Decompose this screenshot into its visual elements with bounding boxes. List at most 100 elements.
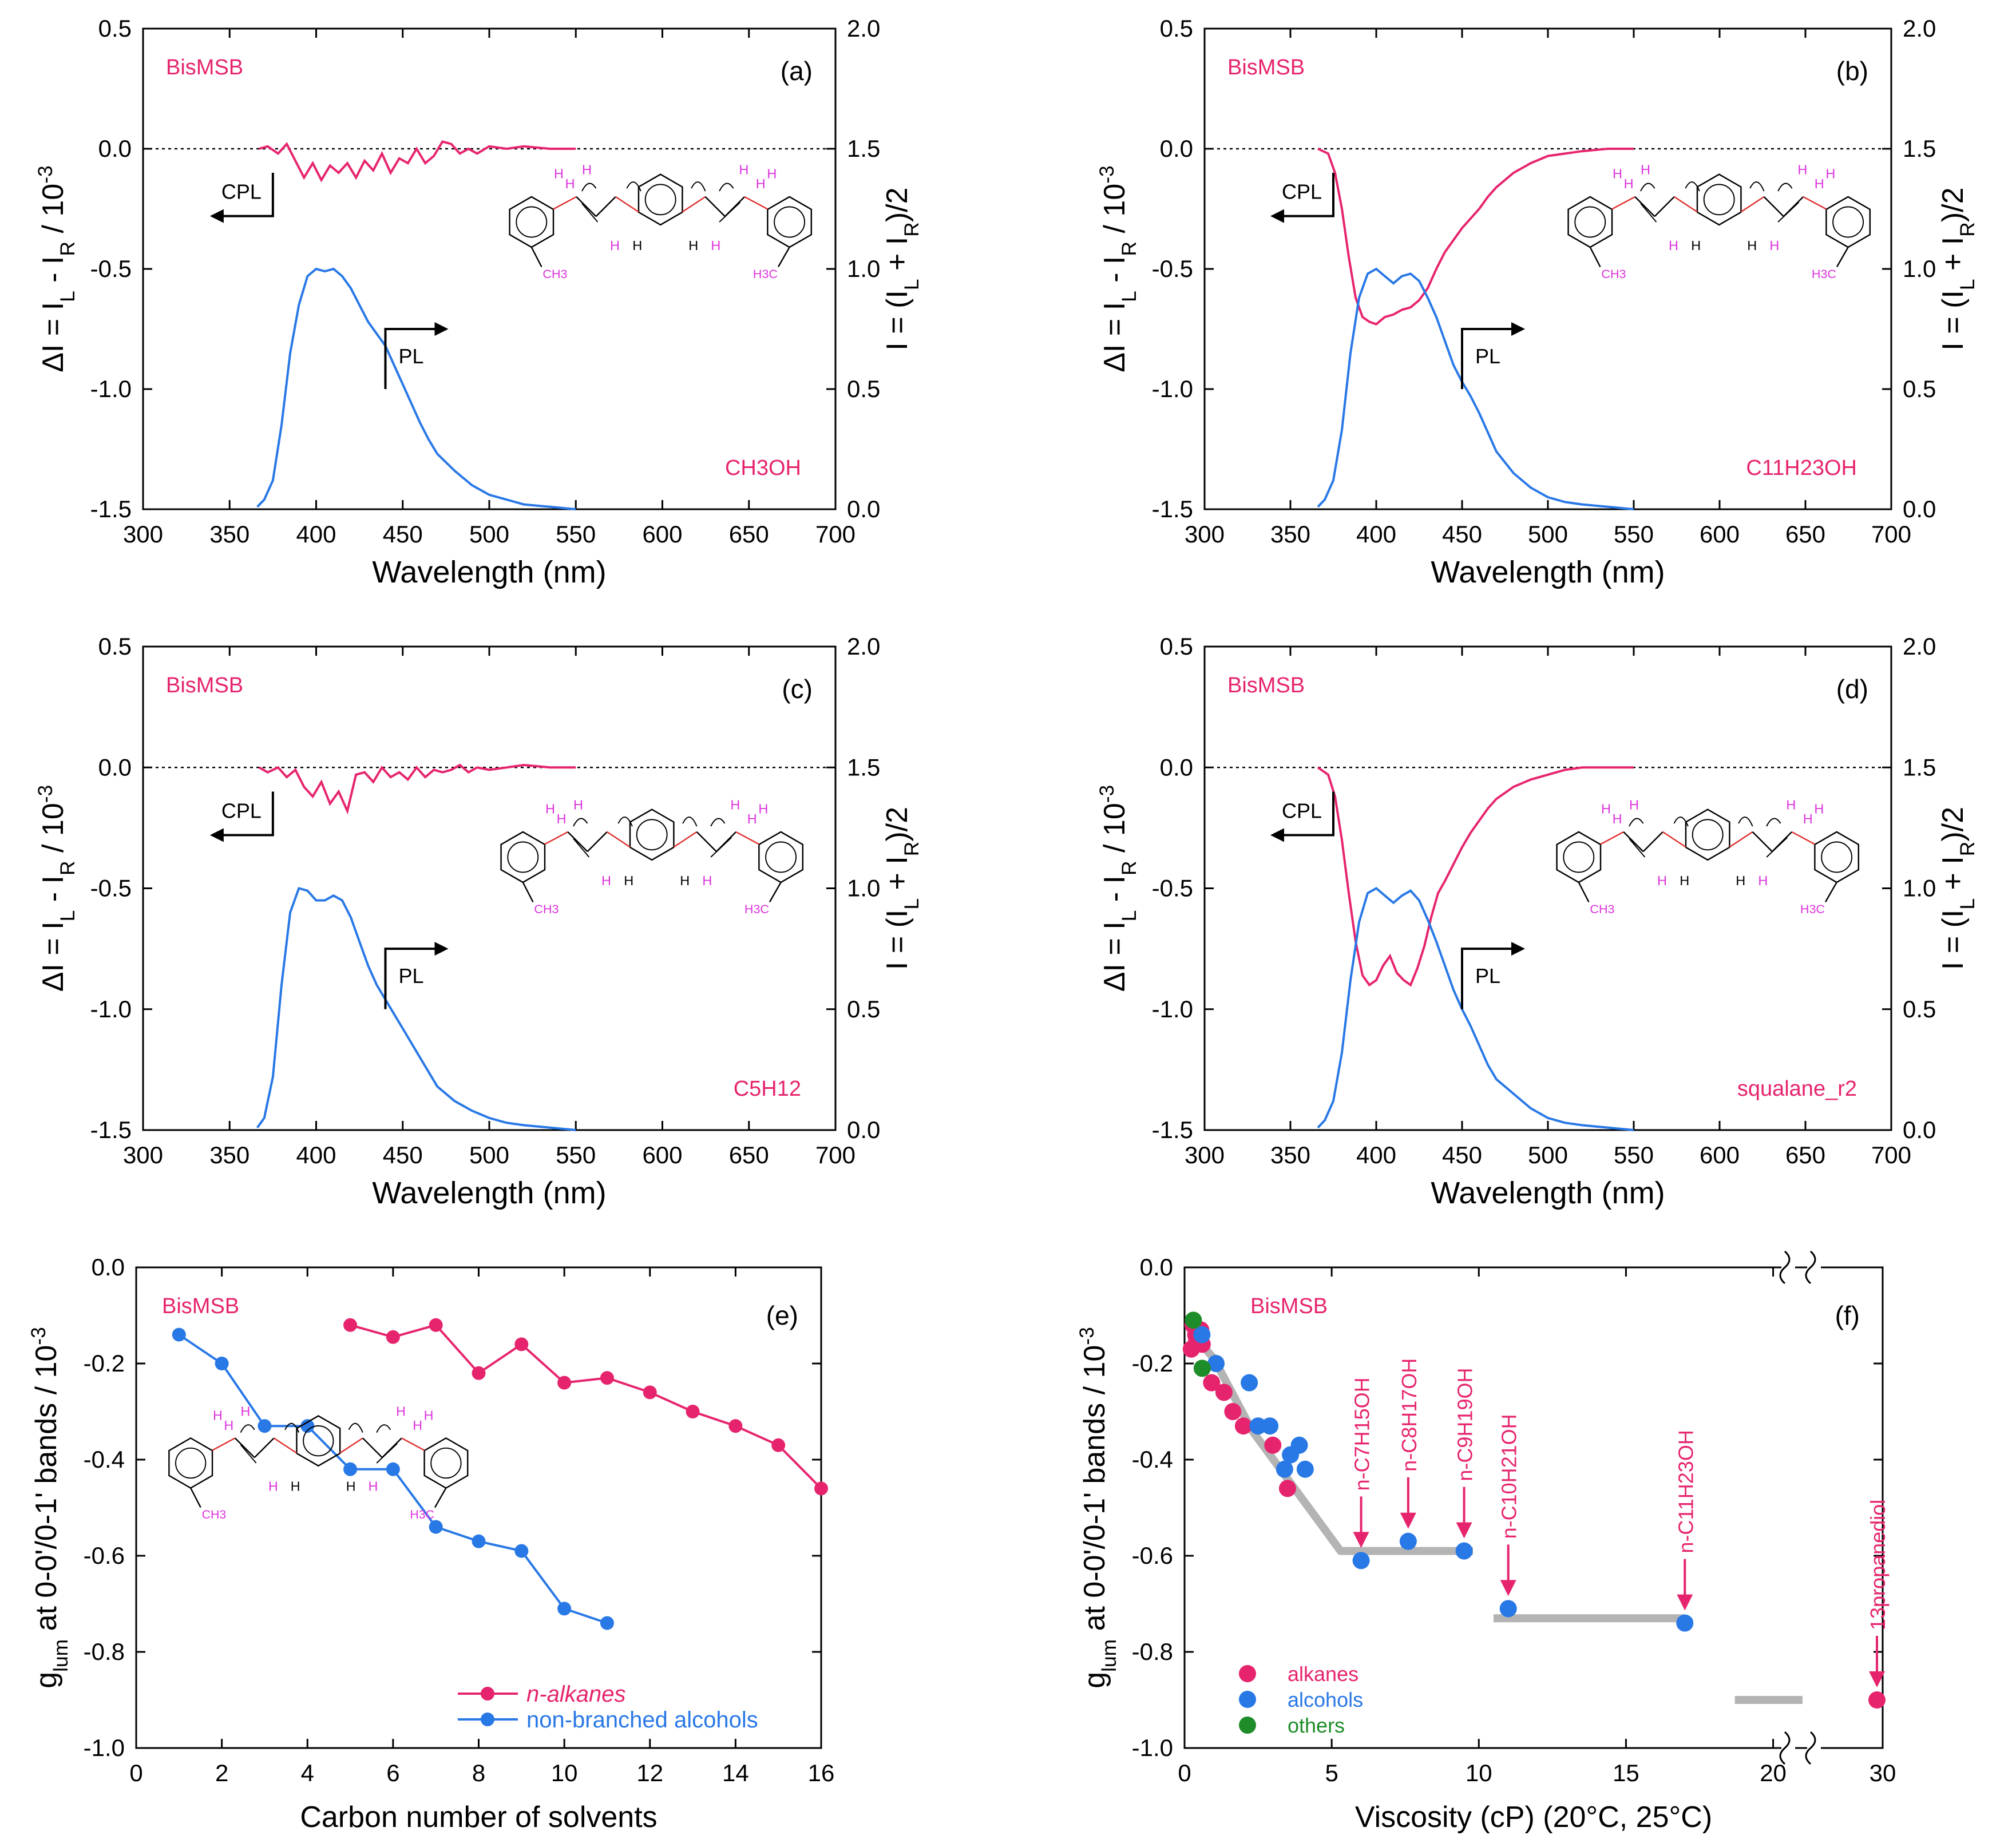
molecule-bond	[1791, 831, 1815, 845]
hydrogen-label: H	[1641, 162, 1650, 177]
hydrogen-label: H	[1613, 167, 1622, 181]
y-axis-label: ΔI = IL - IR / 10-3	[1096, 165, 1140, 372]
y-axis-label-sub: R	[57, 861, 79, 875]
pl-arrow-label: PL	[1475, 344, 1500, 368]
x-axis-label: Wavelength (nm)	[372, 1176, 606, 1210]
y2-tick-label: 1.0	[847, 875, 880, 902]
hydrogen-label: H	[610, 238, 620, 253]
data-point	[1455, 1542, 1473, 1560]
methyl-bond	[1824, 882, 1837, 903]
rotation-arrow	[348, 1422, 363, 1433]
series-line-0	[350, 1323, 822, 1489]
right-phenyl-ring	[1814, 831, 1860, 883]
data-point	[814, 1481, 828, 1496]
annotation-arrow-head	[1869, 1671, 1885, 1687]
y2-axis-label: I = (IL + IR)/2	[1936, 807, 1979, 970]
x-tick-label: 400	[296, 521, 336, 548]
spectrum-panel-a: 300 350 400 450 500 550 600 650 700 0.5 0.0 -0.5 -1.…	[34, 15, 923, 589]
molecule-bond	[254, 1437, 275, 1458]
molecule-bond	[704, 196, 726, 217]
annotation-label: n-C9H19OH	[1453, 1368, 1477, 1481]
y2-axis-label: I = (IL + IR)/2	[1936, 187, 1979, 350]
solvent-label: C11H23OH	[1746, 456, 1857, 480]
annotation-label: n-C8H17OH	[1397, 1358, 1421, 1472]
pl-axis-arrow	[384, 328, 437, 389]
y2-axis-label-sub: L	[901, 279, 923, 290]
y-tick-label: 0.0	[92, 1254, 125, 1281]
cpl-arrow-label: CPL	[221, 180, 262, 204]
molecule-bond	[1729, 831, 1753, 848]
x-tick-label: 8	[472, 1759, 485, 1786]
pl-trace	[1317, 887, 1634, 1131]
x-tick-label: 600	[1700, 521, 1740, 548]
y-tick-label: -0.8	[84, 1638, 125, 1665]
x-tick-label: 600	[642, 521, 682, 548]
x-tick-label: 550	[556, 521, 596, 548]
molecule-double-bond	[1629, 838, 1646, 858]
y-axis-label: ΔI = IL - IR / 10-3	[34, 165, 79, 372]
molecule-bond	[735, 831, 759, 845]
y-axis-label-part: at 0-0'/0-1' bands / 10	[1078, 1345, 1111, 1639]
x-tick-label: 16	[808, 1759, 835, 1786]
methyl-label: H3C	[753, 267, 778, 281]
x-axis-label: Carbon number of solvents	[300, 1801, 657, 1834]
hydrogen-label: H	[268, 1479, 278, 1494]
hydrogen-label: H	[632, 238, 642, 253]
data-point	[1261, 1417, 1279, 1435]
solvent-label: CH3OH	[725, 456, 801, 480]
data-point	[1185, 1311, 1202, 1329]
data-point	[728, 1419, 743, 1433]
y2-tick-label: 2.0	[1903, 633, 1936, 660]
y-tick-label: 0.0	[98, 135, 132, 162]
y-tick-label: -1.5	[90, 1116, 132, 1143]
y-axis-label-sub: R	[1118, 241, 1140, 256]
y-tick-label: 0.0	[1160, 135, 1193, 162]
y-tick-label: -1.5	[1152, 496, 1193, 522]
x-tick-label: 700	[815, 1142, 855, 1168]
hydrogen-label: H	[1786, 798, 1796, 812]
right-phenyl-ring-aromatic	[765, 841, 797, 873]
molecule-bond	[1611, 196, 1635, 210]
x-tick-label: 15	[1613, 1759, 1639, 1786]
legend-label: alkanes	[1288, 1662, 1358, 1686]
y-axis-label-sup: -3	[1096, 785, 1118, 803]
cpl-axis-arrow	[221, 791, 274, 837]
y-tick-label: 0.5	[98, 633, 132, 660]
data-point	[1203, 1374, 1221, 1392]
rotation-arrow	[691, 181, 706, 192]
annotation-label: 13propanediol	[1866, 1500, 1890, 1630]
center-phenyl-ring-aromatic	[1692, 819, 1724, 851]
hydrogen-label: H	[224, 1418, 233, 1433]
y-tick-label: 0.5	[1160, 15, 1193, 42]
y-axis-label-sup: -3	[27, 1327, 50, 1345]
y-axis-label: ΔI = IL - IR / 10-3	[34, 785, 79, 992]
x-tick-label: 14	[722, 1759, 749, 1786]
hydrogen-label: H	[1747, 238, 1757, 253]
rotation-arrow	[1777, 183, 1793, 192]
data-point	[514, 1544, 529, 1558]
data-point	[600, 1616, 614, 1630]
x-tick-label: 10	[1466, 1759, 1492, 1786]
rotation-arrow	[581, 183, 597, 192]
sample-title: BisMSB	[162, 1294, 239, 1318]
y-axis-label-part: at 0-0'/0-1' bands / 10	[30, 1345, 63, 1639]
methyl-bond	[1836, 247, 1849, 268]
hydrogen-label: H	[413, 1418, 422, 1433]
legend-label: non-branched alcohols	[526, 1707, 758, 1733]
y-tick-label: -1.0	[90, 996, 132, 1022]
rotation-arrow	[284, 1422, 300, 1433]
pl-trace	[256, 887, 576, 1131]
y2-axis-label-part: I = (I	[881, 910, 914, 970]
axis-break-mark	[1805, 1731, 1816, 1765]
annotation-label: n-C10H21OH	[1498, 1414, 1521, 1539]
data-point	[386, 1330, 400, 1344]
hydrogen-label: H	[369, 1479, 378, 1494]
hydrogen-label: H	[1601, 802, 1611, 817]
x-tick-label: 450	[1442, 1142, 1482, 1168]
molecule-bond	[362, 1437, 383, 1458]
y-tick-label: -0.4	[1132, 1446, 1173, 1473]
pl-arrow-head	[434, 942, 449, 956]
legend-marker	[1239, 1717, 1256, 1734]
y-axis-label-part: g	[1078, 1672, 1111, 1689]
